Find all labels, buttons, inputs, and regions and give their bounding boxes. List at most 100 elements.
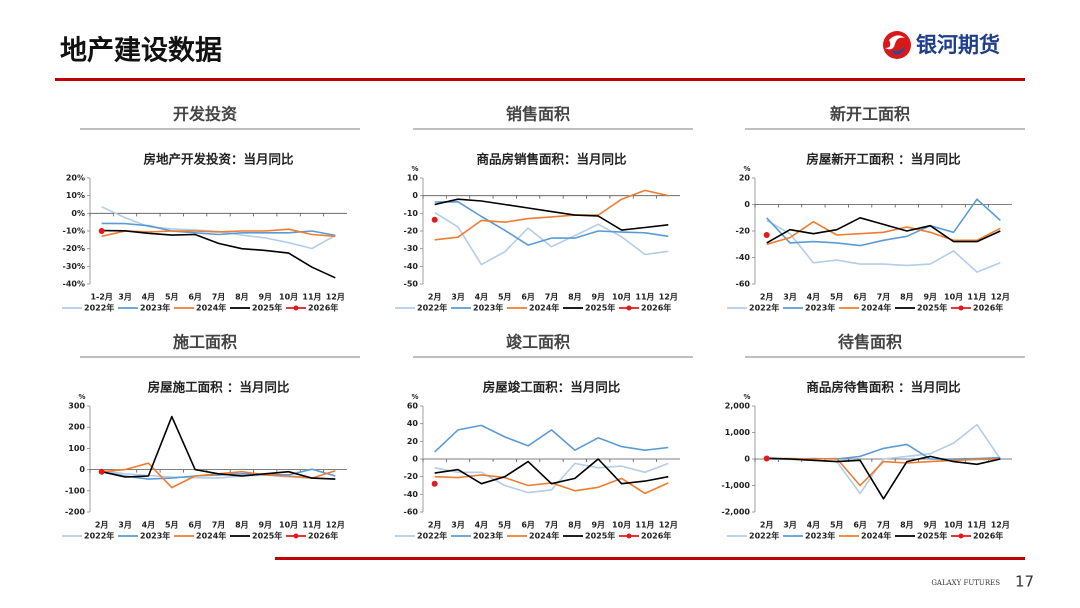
x-tick-label: 9月 (923, 521, 937, 530)
x-tick-label: 9月 (258, 293, 272, 302)
y-tick-label: -200 (65, 508, 85, 517)
y-tick-label: -30% (63, 262, 85, 271)
section-rule (413, 128, 693, 130)
section-heading: 销售面积 (506, 105, 570, 124)
x-tick-label: 10月 (944, 293, 963, 302)
x-tick-label: 5月 (830, 521, 844, 530)
y-tick-label: 20% (66, 174, 85, 183)
legend-label: 2023年 (805, 531, 835, 541)
x-tick-label: 5月 (498, 293, 512, 302)
x-tick-label: 5月 (498, 521, 512, 530)
y-tick-label: -10 (404, 209, 419, 218)
y-axis-label: % (78, 393, 85, 401)
y-tick-label: 0% (71, 209, 85, 218)
y-tick-label: 60 (407, 402, 419, 411)
series-line (434, 424, 669, 453)
x-tick-label: 12月 (326, 521, 345, 530)
legend-label: 2026年 (641, 303, 671, 313)
y-tick-label: 20 (739, 174, 751, 183)
x-tick-label: 10月 (279, 521, 298, 530)
series-marker (763, 231, 770, 238)
y-tick-label: -20% (63, 244, 85, 253)
y-tick-label: -20 (736, 227, 751, 236)
x-tick-label: 8月 (568, 293, 582, 302)
page-number: 17 (1015, 573, 1034, 591)
legend-label: 2022年 (84, 303, 114, 313)
y-tick-label: 2,000 (725, 402, 751, 411)
y-tick-label: -20 (404, 472, 419, 481)
x-tick-label: 7月 (877, 293, 891, 302)
series-line (434, 458, 669, 485)
legend-label: 2026年 (973, 531, 1003, 541)
y-tick-label: -40 (404, 490, 419, 499)
x-tick-label: 2月 (428, 521, 442, 530)
series-line (434, 201, 669, 246)
y-tick-label: -60 (404, 508, 419, 517)
x-tick-label: 2月 (760, 293, 774, 302)
y-tick-label: 300 (68, 402, 85, 411)
series-line (101, 222, 336, 237)
x-tick-label: 6月 (521, 293, 535, 302)
x-tick-label: 8月 (900, 293, 914, 302)
x-tick-label: 9月 (591, 293, 605, 302)
y-tick-label: -20 (404, 227, 419, 236)
x-tick-label: 12月 (326, 293, 345, 302)
y-tick-label: -2,000 (721, 508, 750, 517)
legend-label: 2022年 (749, 303, 779, 313)
y-axis-label: % (411, 165, 418, 173)
series-line (101, 229, 336, 279)
chart-title: 商品房待售面积 ：当月同比 (806, 380, 961, 395)
x-tick-label: 7月 (212, 521, 226, 530)
x-tick-label: 3月 (451, 293, 465, 302)
x-tick-label: 3月 (118, 521, 132, 530)
series-line (766, 220, 1001, 246)
section-rule (745, 356, 1025, 358)
series-marker (98, 468, 105, 475)
x-tick-label: 3月 (783, 521, 797, 530)
series-line (101, 228, 336, 238)
x-tick-label: 4月 (142, 521, 156, 530)
y-tick-label: 10% (66, 191, 85, 200)
legend-label: 2023年 (140, 303, 170, 313)
y-tick-label: 40 (407, 419, 419, 428)
x-tick-label: 9月 (923, 293, 937, 302)
x-tick-label: 6月 (853, 521, 867, 530)
x-tick-label: 9月 (258, 521, 272, 530)
x-tick-label: 1-2月 (90, 293, 112, 302)
y-tick-label: 0 (412, 191, 418, 200)
legend-label: 2026年 (308, 303, 338, 313)
section-heading: 施工面积 (173, 333, 237, 352)
series-line (101, 415, 336, 480)
x-tick-label: 4月 (807, 521, 821, 530)
x-tick-label: 12月 (991, 521, 1010, 530)
legend-label: 2024年 (529, 303, 559, 313)
series-marker (763, 455, 770, 462)
x-tick-label: 5月 (165, 293, 179, 302)
series-line (434, 198, 669, 231)
x-tick-label: 4月 (807, 293, 821, 302)
y-tick-label: -40% (63, 280, 85, 289)
series-line (766, 457, 1001, 487)
series-line (434, 211, 669, 266)
x-tick-label: 4月 (475, 293, 489, 302)
x-tick-label: 8月 (568, 521, 582, 530)
slide-title: 地产建设数据 (60, 36, 222, 67)
x-tick-label: 3月 (118, 293, 132, 302)
section-heading: 竣工面积 (506, 333, 570, 352)
x-tick-label: 11月 (302, 521, 321, 530)
series-line (101, 468, 336, 480)
legend-label: 2024年 (196, 303, 226, 313)
legend-label: 2023年 (473, 531, 503, 541)
series-line (766, 217, 1001, 244)
legend-label: 2023年 (140, 531, 170, 541)
legend-label: 2026年 (641, 531, 671, 541)
y-tick-label: -60 (736, 280, 751, 289)
x-tick-label: 7月 (877, 521, 891, 530)
y-tick-label: 0 (744, 200, 750, 209)
series-line (434, 462, 669, 494)
y-axis-label: % (743, 165, 750, 173)
legend-marker (626, 533, 632, 539)
x-tick-label: 2月 (428, 293, 442, 302)
y-tick-label: 200 (68, 423, 85, 432)
legend-marker (958, 305, 964, 311)
